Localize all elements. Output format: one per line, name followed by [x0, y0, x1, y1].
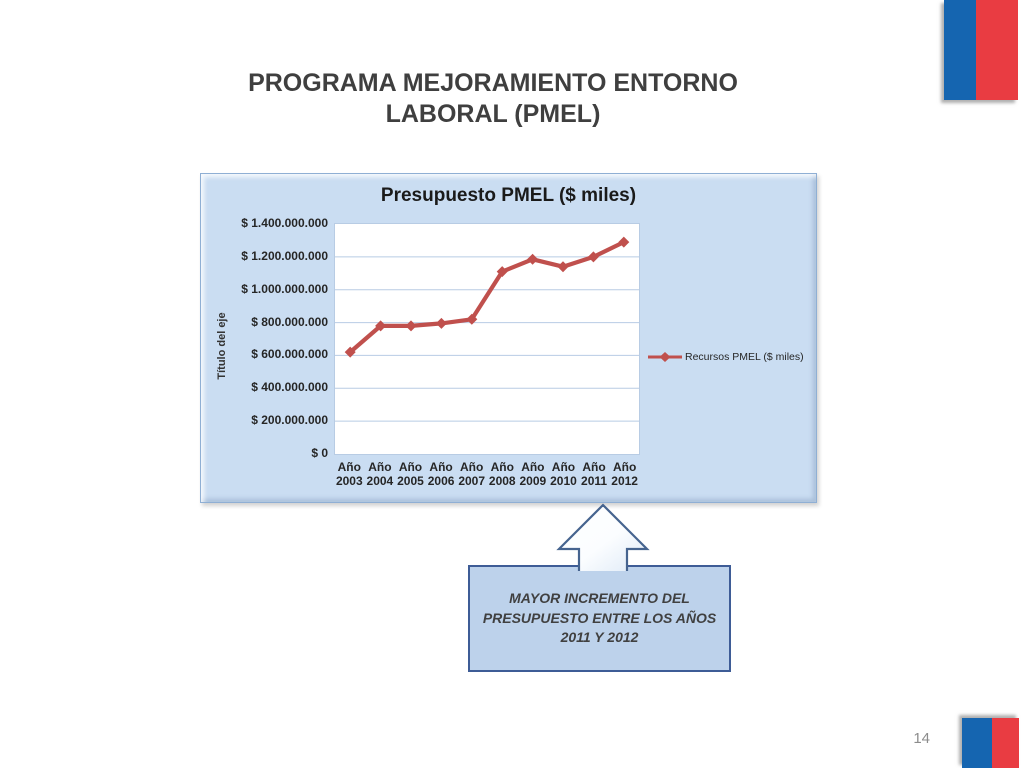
callout-box: MAYOR INCREMENTO DEL PRESUPUESTO ENTRE L… [468, 565, 731, 672]
chart-panel: Presupuesto PMEL ($ miles) Título del ej… [200, 173, 817, 503]
y-axis-tick-label: $ 400.000.000 [251, 380, 328, 395]
y-axis-tick-label: $ 600.000.000 [251, 347, 328, 362]
legend-series-marker-icon [648, 352, 682, 362]
page-number: 14 [913, 730, 930, 747]
y-axis-tick-label: $ 1.400.000.000 [241, 216, 328, 230]
y-axis-tick-label: $ 200.000.000 [251, 413, 328, 428]
flag-red-stripe [976, 0, 1018, 100]
x-axis-tick-label: Año 2010 [550, 460, 577, 488]
callout-line2: PRESUPUESTO ENTRE LOS AÑOS [482, 609, 717, 626]
x-axis-tick-label: Año 2011 [581, 460, 608, 488]
x-axis-tick-label: Año 2007 [458, 460, 486, 488]
y-axis-tick-label: $ 800.000.000 [251, 314, 328, 329]
x-axis-tick-label: Año 2008 [488, 460, 516, 488]
flag-decoration-bottom-right [962, 718, 1019, 768]
callout-line1: MAYOR INCREMENTO DEL [509, 590, 690, 607]
y-axis-tick-label: $ 1.200.000.000 [241, 248, 328, 263]
y-axis-tick-label: $ 1.000.000.000 [241, 281, 328, 296]
slide-title-line1: PROGRAMA MEJORAMIENTO ENTORNO [248, 69, 738, 97]
callout-line3: 2011 Y 2012 [560, 629, 639, 646]
y-axis-tick-labels: $ 0 $ 200.000.000 $ 400.000.000 $ 600.000.0… [223, 174, 328, 502]
line-chart-svg [335, 236, 639, 422]
flag-decoration-top-right [944, 0, 1018, 100]
x-axis-tick-label: Año 2004 [366, 460, 394, 488]
chart-legend: Recursos PMEL ($ miles) [648, 351, 804, 363]
x-axis-tick-labels: Año 2003 Año 2004 Año 2005 Año 2006 Año 2007 Año 20… [334, 460, 640, 488]
x-axis-tick-label: Año 2005 [397, 460, 424, 488]
x-axis-tick-label: Año 2012 [611, 460, 638, 488]
plot-area [334, 223, 640, 455]
chart-title: Presupuesto PMEL ($ miles) [380, 185, 637, 206]
y-axis-tick-label: $ 0 [311, 446, 328, 460]
x-axis-tick-label: Año 2006 [427, 460, 455, 488]
up-arrow-shape [556, 503, 650, 571]
x-axis-tick-label: Año 2009 [519, 460, 547, 488]
flag-blue-stripe [944, 0, 976, 100]
legend-series-label: Recursos PMEL ($ miles) [685, 351, 804, 363]
slide-title: PROGRAMA MEJORAMIENTO ENTORNO LABORAL (P… [163, 68, 823, 130]
x-axis-tick-label: Año 2003 [335, 460, 363, 488]
flag-red-stripe [992, 718, 1019, 768]
flag-blue-stripe [962, 718, 992, 768]
slide-title-line2: LABORAL (PMEL) [385, 100, 601, 128]
